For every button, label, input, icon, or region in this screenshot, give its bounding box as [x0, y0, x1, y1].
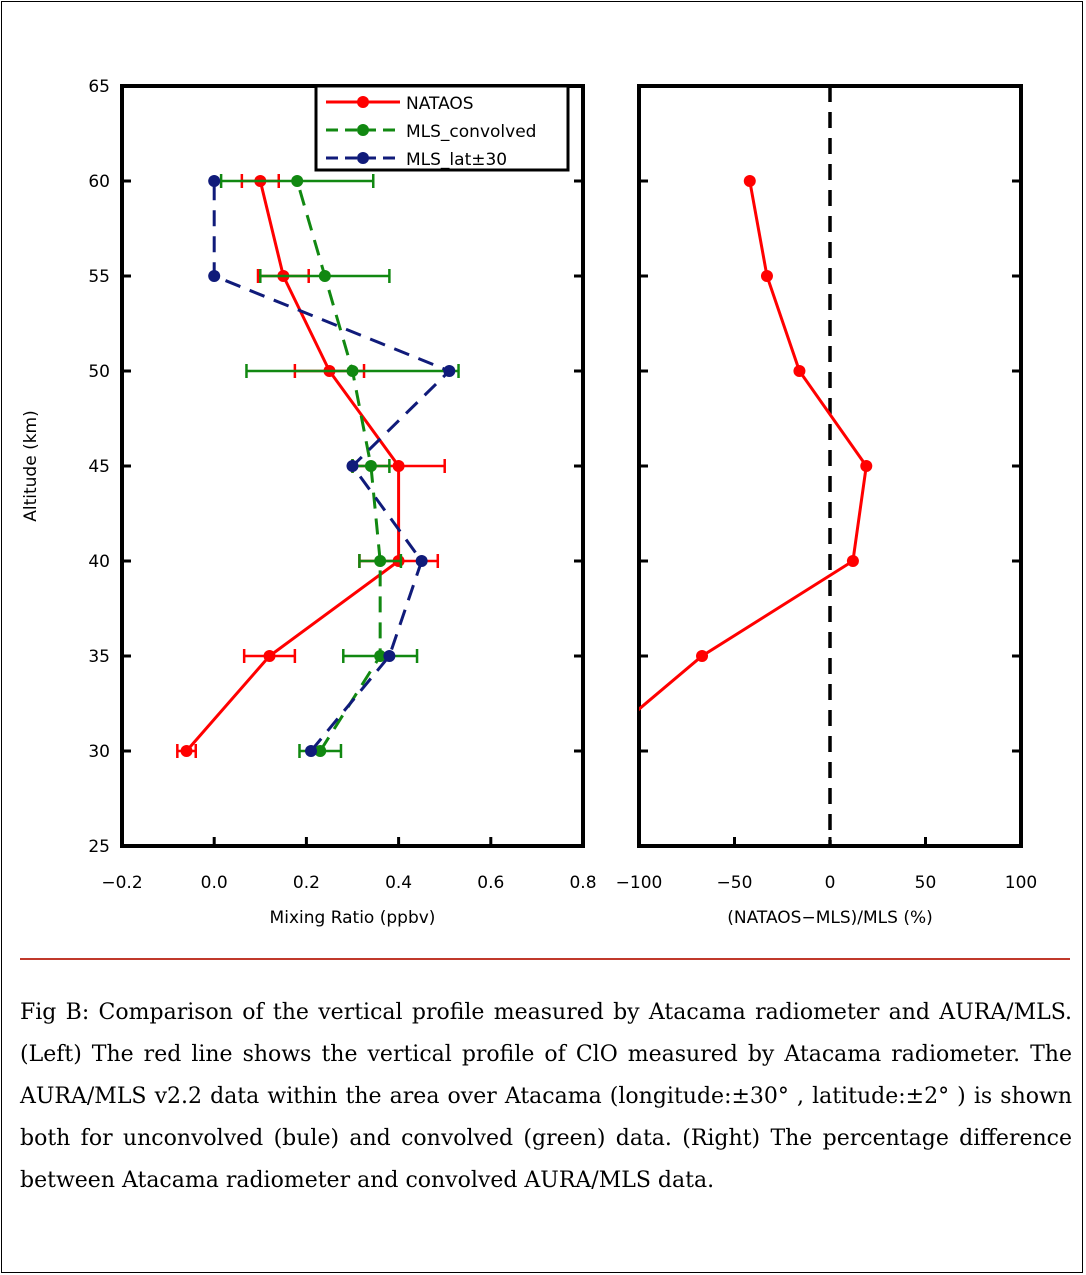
difference-point	[743, 175, 756, 187]
right-panel: −100 −50 0 50 100 (NATAOS−MLS)/MLS (%)	[583, 84, 1037, 928]
left-y-tick-label: 60	[88, 172, 110, 192]
data-point	[263, 650, 276, 662]
data-point	[180, 745, 193, 757]
left-y-tick-label: 55	[88, 267, 110, 287]
series-3	[208, 175, 456, 757]
caption-rule	[20, 958, 1070, 960]
difference-point	[860, 460, 873, 472]
right-x-tick-label: −100	[616, 873, 663, 893]
left-x-axis-label: Mixing Ratio (ppbv)	[270, 908, 436, 928]
left-y-tick-label: 35	[88, 647, 110, 667]
series-2	[219, 174, 460, 758]
data-point	[364, 460, 377, 472]
right-x-tick-label: 0	[825, 873, 836, 893]
left-y-tick-label: 50	[88, 362, 110, 382]
left-x-tick-label: 0.2	[293, 873, 320, 893]
left-panel: 25 30 35 40 45 50 55 60 65 −0.2 0.0 0.2 0.4 0.6 0.8 Mix…	[21, 77, 597, 928]
legend-label: MLS_lat±30	[406, 150, 507, 170]
right-x-tick-label: 50	[915, 873, 937, 893]
legend-swatch-marker	[357, 152, 369, 164]
left-y-tick-label: 65	[88, 77, 110, 97]
left-y-tick-label: 40	[88, 552, 110, 572]
data-point	[392, 460, 405, 472]
data-point	[314, 745, 327, 757]
figure-caption: Fig B: Comparison of the vertical profil…	[20, 1000, 1072, 1193]
legend-swatch-marker	[357, 124, 369, 136]
data-point	[208, 270, 221, 282]
data-point	[374, 650, 387, 662]
data-point	[305, 745, 318, 757]
data-point	[443, 365, 456, 377]
left-y-tick-label: 30	[88, 742, 110, 762]
left-plot-area	[176, 174, 460, 758]
left-x-tick-label: −0.2	[101, 873, 142, 893]
right-x-axis-label: (NATAOS−MLS)/MLS (%)	[727, 908, 933, 928]
figure-canvas: 25 30 35 40 45 50 55 60 65 −0.2 0.0 0.2 0.4 0.6 0.8 Mix…	[21, 77, 1037, 928]
right-plot-area	[583, 175, 873, 757]
series-1	[176, 174, 446, 758]
legend: NATAOS MLS_convolved MLS_lat±30	[314, 84, 570, 172]
left-x-tick-label: 0.0	[201, 873, 228, 893]
data-point	[346, 365, 359, 377]
left-x-tick-label: 0.8	[569, 873, 596, 893]
difference-point	[846, 555, 859, 567]
data-point	[208, 175, 221, 187]
difference-point	[760, 270, 773, 282]
difference-point	[696, 650, 709, 662]
data-point	[346, 460, 359, 472]
legend-label: NATAOS	[406, 94, 474, 114]
left-x-tick-label: 0.4	[385, 873, 412, 893]
data-point	[291, 175, 304, 187]
data-point	[415, 555, 428, 567]
left-y-tick-label: 45	[88, 457, 110, 477]
left-x-tick-label: 0.6	[477, 873, 504, 893]
left-y-tick-label: 25	[88, 837, 110, 857]
data-point	[383, 650, 396, 662]
right-x-tick-label: 100	[1005, 873, 1037, 893]
difference-line	[639, 180, 868, 712]
legend-swatch-marker	[357, 96, 369, 108]
right-x-tick-label: −50	[717, 873, 753, 893]
data-point	[318, 270, 331, 282]
left-y-axis-label: Altitude (km)	[21, 410, 41, 522]
legend-label: MLS_convolved	[406, 122, 536, 142]
difference-point	[793, 365, 806, 377]
data-point	[374, 555, 387, 567]
difference-point	[583, 745, 595, 757]
